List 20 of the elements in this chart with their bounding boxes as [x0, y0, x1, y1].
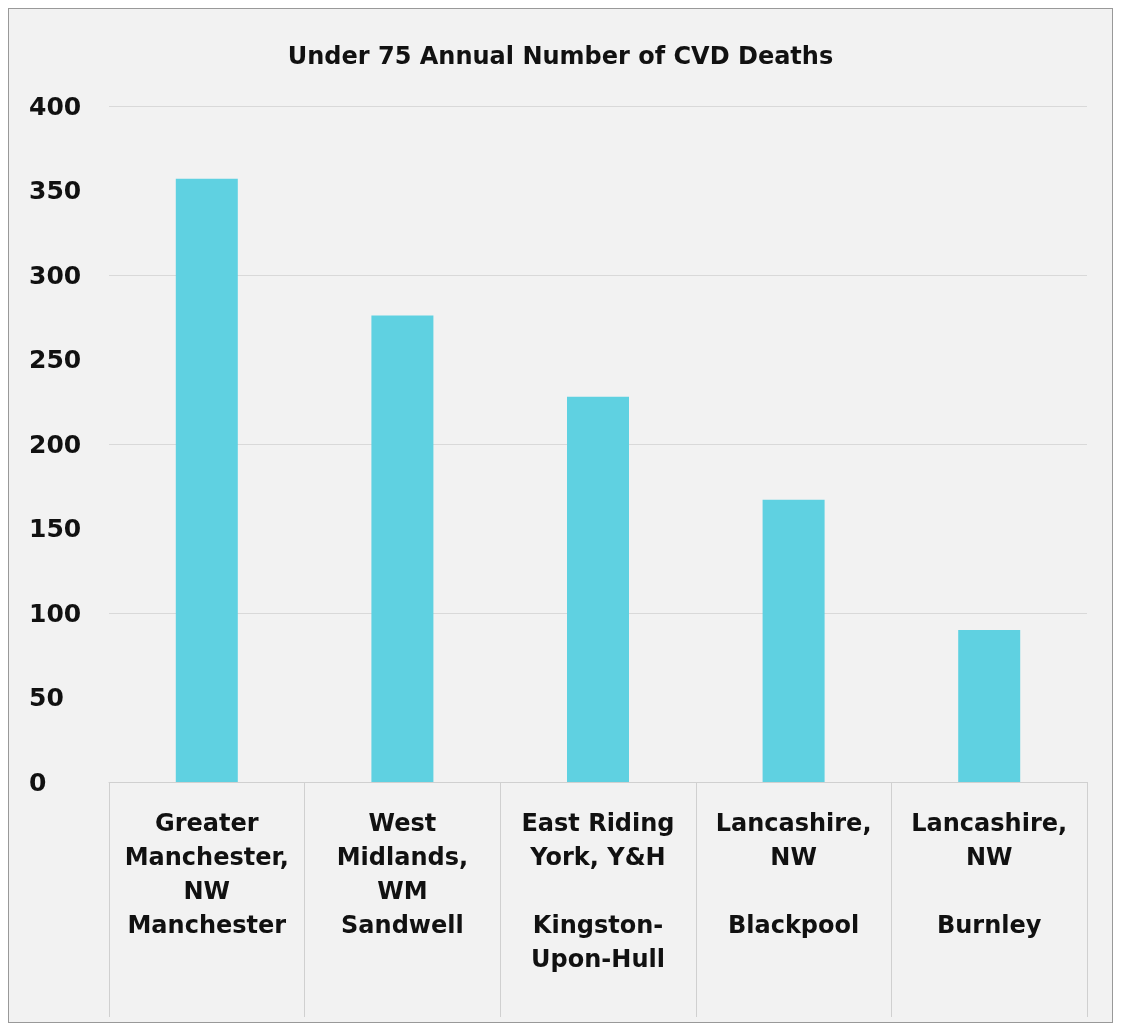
category-label: Lancashire, NW Blackpool — [715, 809, 872, 939]
y-tick-label: 50 — [29, 683, 64, 712]
x-tick-label: West Midlands, WM Sandwell — [336, 809, 469, 939]
y-tick-label: 200 — [29, 429, 82, 459]
y-tick-label: 350 — [29, 176, 82, 205]
y-tick-label: 100 — [29, 598, 82, 628]
y-tick-label: 400 — [29, 91, 82, 121]
bar — [958, 629, 1021, 782]
y-tick-label: 0 — [29, 767, 47, 797]
category-label: East Riding York, Y&H Kingston-Upon-Hull — [521, 809, 675, 973]
category-label: Lancashire, NW Burnley — [911, 809, 1068, 939]
chart-title: Under 75 Annual Number of CVD Deaths — [287, 42, 834, 70]
y-tick-label: 250 — [29, 345, 82, 374]
y-tick-label: 150 — [29, 514, 82, 543]
bar — [371, 315, 434, 782]
bar — [762, 499, 825, 782]
bar — [175, 178, 238, 782]
x-tick-label: Greater Manchester, NW Manchester — [124, 809, 289, 939]
y-tick-label: 300 — [29, 260, 82, 290]
bar — [567, 396, 629, 782]
